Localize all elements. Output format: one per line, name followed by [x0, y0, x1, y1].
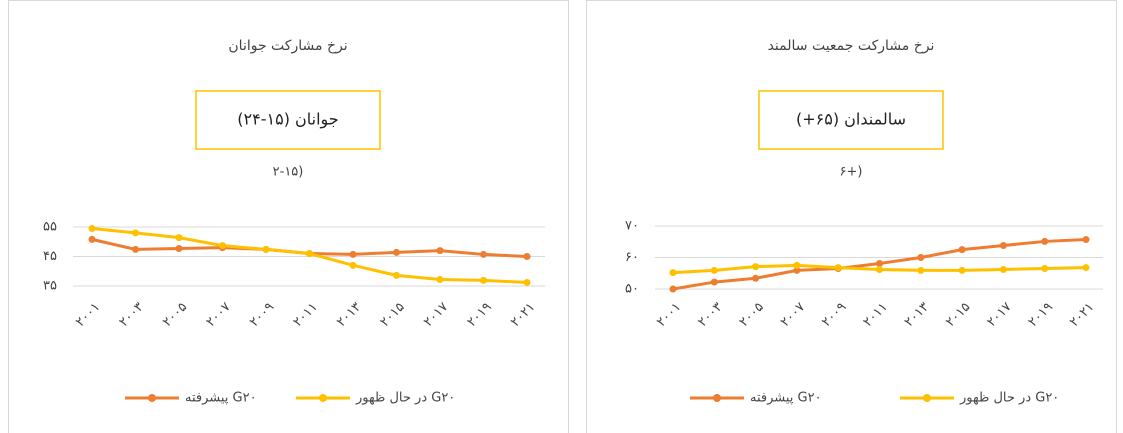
- point: [999, 242, 1007, 250]
- point: [1082, 236, 1090, 244]
- annotation: ۶+): [840, 165, 863, 180]
- point: [523, 278, 531, 286]
- point: [219, 242, 226, 250]
- annotation: ۲-۱۵): [273, 165, 304, 180]
- point: [834, 264, 842, 272]
- point: [917, 254, 925, 261]
- point: [876, 259, 883, 267]
- point: [132, 229, 139, 237]
- point: [958, 246, 966, 254]
- point: [752, 274, 760, 282]
- point: [793, 266, 801, 274]
- legend-marker: [713, 394, 721, 402]
- point: [436, 247, 444, 255]
- y-tick-label: ۴۵: [43, 249, 57, 264]
- point: [436, 276, 444, 284]
- point: [262, 245, 270, 253]
- y-tick-label: ۳۵: [43, 279, 57, 294]
- legend-marker: [923, 394, 931, 402]
- point: [1041, 237, 1049, 245]
- y-tick-label: ۵۰: [625, 282, 639, 297]
- label-box: [195, 90, 381, 150]
- point: [349, 250, 357, 258]
- legend-label: پیشرفته G۲۰: [185, 391, 257, 406]
- point: [710, 278, 718, 286]
- point: [349, 261, 357, 269]
- legend-label: در حال ظهور G۲۰: [355, 391, 455, 406]
- point: [523, 253, 531, 260]
- legend-marker: [148, 394, 156, 402]
- point: [393, 271, 400, 279]
- point: [480, 276, 487, 284]
- point: [669, 269, 677, 277]
- point: [752, 263, 760, 271]
- point: [175, 245, 183, 253]
- box-label: سالمندان (۶۵+): [796, 110, 906, 129]
- point: [88, 235, 96, 243]
- point: [793, 261, 801, 269]
- point: [958, 266, 966, 274]
- point: [480, 250, 487, 258]
- label-box: [758, 90, 944, 150]
- y-tick-label: ۶۰: [625, 250, 639, 265]
- legend-label: پیشرفته G۲۰: [750, 391, 822, 406]
- point: [710, 266, 718, 274]
- point: [876, 265, 883, 273]
- point: [917, 266, 925, 274]
- chart-title: نرخ مشارکت جوانان: [228, 38, 347, 54]
- chart-title: نرخ مشارکت جمعیت سالمند: [768, 38, 935, 54]
- point: [669, 285, 677, 293]
- point: [88, 224, 96, 232]
- panel: [8, 0, 569, 433]
- y-tick-label: ۵۵: [43, 220, 57, 235]
- point: [306, 250, 313, 258]
- point: [393, 248, 400, 256]
- point: [999, 265, 1007, 273]
- y-tick-label: ۷۰: [625, 219, 639, 234]
- panel: [586, 0, 1117, 433]
- point: [175, 234, 183, 242]
- point: [1041, 265, 1049, 273]
- point: [1082, 264, 1090, 272]
- legend-marker: [319, 394, 327, 402]
- legend-label: در حال ظهور G۲۰: [959, 391, 1059, 406]
- box-label: جوانان (۱۵-۲۴): [237, 110, 338, 130]
- point: [132, 245, 139, 253]
